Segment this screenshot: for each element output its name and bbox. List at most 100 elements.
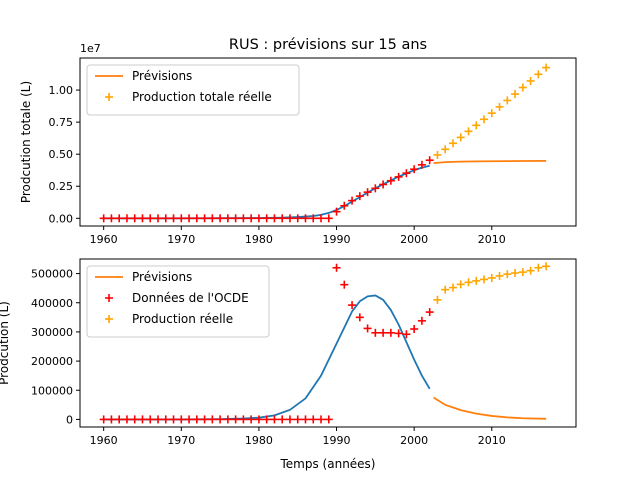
bottom-x-tick-label: 1970 bbox=[167, 434, 195, 447]
bottom-subplot: 1960 1970 1980 1990 2000 2010 0 100000 200000 300… bbox=[0, 258, 577, 447]
bottom-data-point bbox=[456, 280, 465, 289]
top-legend-label: Production totale réelle bbox=[132, 90, 272, 104]
bottom-data-point bbox=[386, 328, 395, 337]
bottom-subplot-ticks: 1960 1970 1980 1990 2000 2010 0 100000 200000 300… bbox=[31, 268, 506, 447]
bottom-data-point bbox=[534, 263, 543, 272]
bottom-data-point bbox=[425, 308, 434, 317]
top-data-point bbox=[518, 83, 527, 92]
bottom-data-point bbox=[448, 283, 457, 292]
top-data-point bbox=[332, 207, 341, 216]
bottom-data-point bbox=[247, 415, 256, 424]
top-subplot-marks bbox=[99, 63, 551, 223]
bottom-legend-marker-swatch bbox=[105, 294, 113, 302]
top-plot-frame bbox=[79, 57, 577, 227]
bottom-data-point bbox=[293, 415, 302, 424]
top-data-point bbox=[340, 201, 349, 210]
top-data-point bbox=[448, 139, 457, 148]
top-offset-label: 1e7 bbox=[80, 42, 101, 55]
top-y-tick-label: 0.25 bbox=[49, 180, 74, 193]
bottom-data-point bbox=[262, 415, 271, 424]
bottom-data-point bbox=[363, 324, 372, 333]
top-data-point bbox=[511, 90, 520, 99]
bottom-legend-label: Données de l'OCDE bbox=[132, 291, 249, 305]
bottom-data-point bbox=[355, 313, 364, 322]
top-data-point bbox=[130, 214, 139, 223]
top-data-point bbox=[542, 63, 551, 72]
top-data-point bbox=[534, 70, 543, 79]
bottom-y-tick-label: 400000 bbox=[31, 297, 73, 310]
bottom-data-point bbox=[410, 325, 419, 333]
top-legend-marker-swatch bbox=[105, 93, 113, 101]
top-x-tick-label: 2010 bbox=[478, 233, 506, 246]
top-data-point bbox=[262, 214, 271, 223]
top-data-point bbox=[301, 214, 310, 223]
top-data-point bbox=[107, 214, 116, 223]
bottom-legend: Prévisions Données de l'OCDE Production ré… bbox=[86, 265, 270, 338]
top-x-tick-label: 1980 bbox=[245, 233, 273, 246]
top-subplot-ticks: 1960 1970 1980 1990 2000 2010 0.00 0.25 0.50 0.75… bbox=[49, 84, 506, 246]
top-y-axis-label: Prodcution totale (L) bbox=[19, 81, 33, 203]
bottom-y-tick-label: 300000 bbox=[31, 326, 73, 339]
bottom-legend-marker-swatch bbox=[105, 315, 113, 323]
top-data-point bbox=[495, 102, 504, 111]
bottom-data-point bbox=[130, 415, 139, 424]
top-data-point bbox=[324, 214, 333, 223]
top-data-point bbox=[464, 127, 473, 136]
bottom-data-point bbox=[285, 415, 294, 424]
bottom-x-tick-label: 1960 bbox=[90, 434, 118, 447]
bottom-data-point bbox=[231, 415, 240, 424]
top-x-tick-label: 2000 bbox=[400, 233, 428, 246]
top-data-point bbox=[363, 188, 372, 197]
bottom-legend-box bbox=[86, 265, 270, 338]
bottom-data-point bbox=[177, 415, 186, 424]
bottom-plot-frame bbox=[79, 258, 577, 428]
bottom-data-point bbox=[200, 415, 209, 424]
top-data-point bbox=[254, 214, 263, 223]
top-data-point bbox=[161, 214, 170, 223]
bottom-data-point bbox=[441, 285, 450, 294]
bottom-data-point bbox=[332, 263, 341, 272]
top-legend-box bbox=[86, 64, 300, 116]
top-data-point bbox=[154, 214, 163, 223]
bottom-data-point bbox=[161, 415, 170, 424]
bottom-data-point bbox=[99, 415, 108, 424]
top-data-point bbox=[200, 214, 209, 223]
top-data-point bbox=[169, 214, 178, 223]
top-data-point bbox=[317, 214, 326, 223]
top-legend: Prévisions Production totale réelle bbox=[86, 64, 300, 116]
bottom-data-point bbox=[433, 295, 442, 304]
top-data-point bbox=[410, 165, 419, 174]
top-data-point bbox=[309, 214, 318, 223]
top-data-point bbox=[348, 196, 357, 205]
top-data-point bbox=[270, 214, 279, 223]
bottom-data-point bbox=[495, 271, 504, 280]
bottom-data-point bbox=[542, 262, 551, 271]
top-data-point bbox=[99, 214, 108, 223]
bottom-legend-label: Production réelle bbox=[132, 312, 233, 326]
top-y-tick-label: 0.00 bbox=[49, 212, 74, 225]
bottom-data-point bbox=[472, 276, 481, 285]
top-data-point bbox=[441, 145, 450, 154]
top-data-point bbox=[285, 214, 294, 223]
bottom-data-point bbox=[278, 415, 287, 424]
top-series-line-1 bbox=[433, 159, 547, 165]
top-data-point bbox=[247, 214, 256, 223]
bottom-x-tick-label: 2000 bbox=[400, 434, 428, 447]
bottom-legend-label: Prévisions bbox=[132, 270, 192, 284]
bottom-data-point bbox=[371, 328, 380, 337]
top-data-point bbox=[402, 169, 411, 178]
bottom-y-tick-label: 500000 bbox=[31, 268, 73, 281]
bottom-data-point bbox=[402, 330, 411, 339]
bottom-subplot-marks bbox=[99, 262, 551, 424]
bottom-x-tick-label: 1980 bbox=[245, 434, 273, 447]
top-x-tick-label: 1960 bbox=[90, 233, 118, 246]
top-data-point bbox=[216, 214, 225, 223]
bottom-data-point bbox=[223, 415, 232, 424]
top-data-point bbox=[177, 214, 186, 223]
bottom-data-point bbox=[464, 278, 473, 287]
bottom-data-point bbox=[185, 415, 194, 424]
bottom-data-point bbox=[511, 269, 520, 277]
bottom-data-point bbox=[146, 415, 155, 424]
top-data-point bbox=[239, 214, 248, 223]
bottom-series-line-1 bbox=[433, 396, 547, 420]
